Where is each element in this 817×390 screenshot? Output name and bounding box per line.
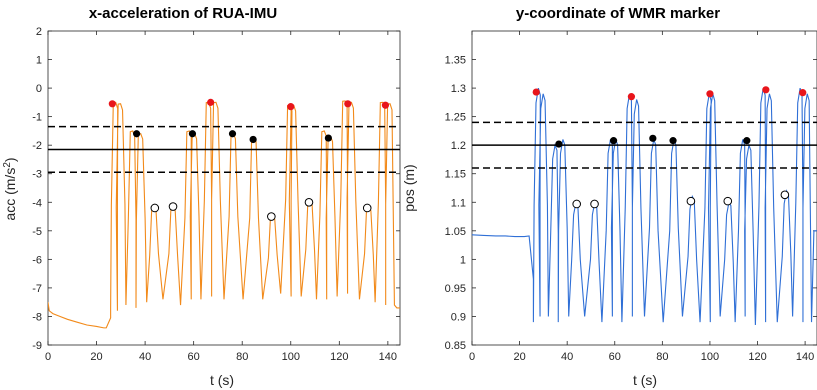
acc-red-marker xyxy=(344,100,352,108)
acc-x-tick-label: 100 xyxy=(282,351,300,363)
pos-hollow-marker xyxy=(723,196,733,206)
acc-x-tick-label: 120 xyxy=(330,351,348,363)
acc-y-tick-label: -7 xyxy=(32,283,42,295)
acc-red-marker xyxy=(287,103,295,111)
acc-red-marker xyxy=(108,100,116,108)
pos-y-tick-label: 0.85 xyxy=(445,340,466,352)
acc-y-tick-label: 1 xyxy=(36,55,42,67)
acc-x-tick-label: 140 xyxy=(379,351,397,363)
pos-black-marker xyxy=(669,137,677,145)
acc-y-tick-label: -6 xyxy=(32,254,42,266)
pos-red-marker xyxy=(706,90,714,98)
acc-y-tick-label: -9 xyxy=(32,340,42,352)
pos-y-tick-label: 1.25 xyxy=(445,112,466,124)
acc-x-axis-label: t (s) xyxy=(210,372,234,388)
acc-hollow-marker xyxy=(150,203,160,213)
acc-x-tick-label: 20 xyxy=(90,351,102,363)
pos-red-marker xyxy=(799,89,807,97)
pos-x-tick-label: 80 xyxy=(656,351,668,363)
acc-y-tick-label: -5 xyxy=(32,226,42,238)
pos-black-marker xyxy=(609,137,618,145)
pos-x-tick-label: 0 xyxy=(469,351,475,363)
acc-series-line xyxy=(48,100,400,329)
pos-x-tick-label: 20 xyxy=(513,351,525,363)
pos-y-tick-label: 1.05 xyxy=(445,226,466,238)
acc-hollow-marker xyxy=(168,202,178,211)
acc-black-marker xyxy=(249,135,257,144)
pos-y-tick-label: 1 xyxy=(460,254,466,266)
pos-y-axis-label: pos (m) xyxy=(401,164,417,211)
acc-hollow-marker xyxy=(362,203,372,213)
pos-x-tick-label: 60 xyxy=(609,351,621,363)
acc-y-tick-label: -4 xyxy=(32,197,42,209)
acc-black-marker xyxy=(324,134,332,142)
pos-plot-area: 0.85 0.9 0.95 1 1.05 1.1 1.15 1.2 1.25 1.3 1.35 0 20… xyxy=(445,30,817,363)
acc-hollow-marker xyxy=(304,197,314,207)
pos-red-marker xyxy=(532,88,540,96)
acc-y-axis-label-tail: ) xyxy=(2,157,18,162)
acc-x-tick-label: 40 xyxy=(139,351,151,363)
pos-y-tick-label: 1.15 xyxy=(445,169,466,181)
acc-y-tick-label: 2 xyxy=(36,26,42,38)
pos-y-tick-label: 0.9 xyxy=(451,311,466,323)
acc-hollow-marker xyxy=(267,212,276,221)
acc-x-tick-label: 80 xyxy=(236,351,248,363)
pos-hollow-marker xyxy=(780,190,790,200)
acc-chart: x-acceleration of RUA-IMU acc (m/s2) t (… xyxy=(2,5,401,388)
acc-y-tick-label: -1 xyxy=(32,112,42,124)
pos-x-axis-label: t (s) xyxy=(633,372,657,388)
pos-y-tick-label: 1.2 xyxy=(451,140,466,152)
acc-black-marker xyxy=(133,130,141,138)
acc-x-tick-label: 0 xyxy=(45,351,51,363)
acc-y-axis-label-superscript: 2 xyxy=(2,162,13,168)
acc-y-tick-label: -8 xyxy=(32,311,42,323)
pos-black-marker xyxy=(649,134,657,142)
pos-x-tick-label: 40 xyxy=(561,351,573,363)
pos-red-marker xyxy=(627,93,636,101)
acc-black-marker xyxy=(228,130,237,138)
pos-chart: y-coordinate of WMR marker pos (m) t (s)… xyxy=(401,5,817,388)
acc-red-marker xyxy=(207,98,215,106)
pos-red-marker xyxy=(762,86,770,94)
acc-y-tick-label: -3 xyxy=(32,169,42,181)
acc-x-tick-label: 60 xyxy=(188,351,200,363)
pos-y-tick-label: 1.3 xyxy=(451,83,466,95)
acc-y-axis-label: acc (m/s2) xyxy=(2,157,18,220)
pos-y-tick-label: 0.95 xyxy=(445,283,466,295)
pos-hollow-marker xyxy=(590,199,599,209)
pos-x-tick-label: 120 xyxy=(748,351,766,363)
acc-y-axis-label-main: acc (m/s xyxy=(2,168,18,221)
acc-y-tick-label: -2 xyxy=(32,140,42,152)
acc-chart-title: x-acceleration of RUA-IMU xyxy=(89,5,277,22)
pos-chart-title: y-coordinate of WMR marker xyxy=(516,5,720,22)
pos-hollow-marker xyxy=(686,196,696,206)
pos-hollow-marker xyxy=(572,199,581,209)
pos-black-marker xyxy=(743,137,751,145)
acc-black-marker xyxy=(188,130,197,138)
pos-x-tick-label: 140 xyxy=(796,351,814,363)
pos-y-tick-label: 1.1 xyxy=(451,197,466,209)
pos-black-marker xyxy=(555,140,563,148)
acc-red-marker xyxy=(381,101,390,109)
pos-x-tick-label: 100 xyxy=(701,351,719,363)
pos-y-tick-label: 1.35 xyxy=(445,55,466,67)
pos-series-line xyxy=(472,87,817,326)
acc-y-tick-label: 0 xyxy=(36,83,42,95)
